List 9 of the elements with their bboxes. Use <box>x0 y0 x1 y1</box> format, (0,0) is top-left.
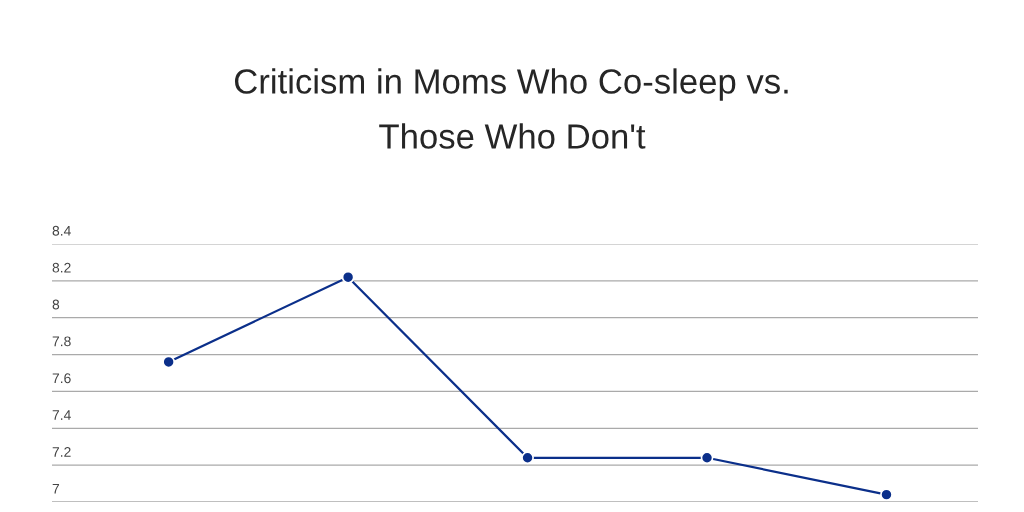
y-tick-label: 8 <box>52 299 60 310</box>
y-tick-label: 8.2 <box>52 262 71 273</box>
y-tick-label: 7.8 <box>52 336 71 347</box>
y-tick-label: 8.4 <box>52 225 71 236</box>
y-tick-label: 7.6 <box>52 373 71 384</box>
chart-title: Criticism in Moms Who Co-sleep vs. Those Who Don't <box>234 68 788 149</box>
y-tick-label: 7 <box>52 484 60 494</box>
y-tick-label: 7.4 <box>52 410 71 420</box>
y-tick-label: 7.2 <box>52 447 71 457</box>
